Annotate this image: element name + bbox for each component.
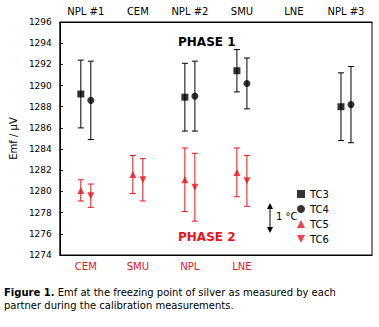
svg-text:PHASE 1: PHASE 1 [178,35,236,49]
svg-text:1284: 1284 [29,144,52,154]
svg-text:CEM: CEM [75,261,97,272]
html-text:Figure 1. Emf at the freezing: Figure 1. Emf at the freezing point of s… [4,287,336,311]
svg-text:SMU: SMU [231,6,253,17]
svg-text:NPL #2: NPL #2 [171,6,208,17]
svg-text:NPL #1: NPL #1 [67,6,104,17]
svg-text:1 °C: 1 °C [276,211,298,222]
svg-text:CEM: CEM [127,6,149,17]
svg-text:TC5: TC5 [309,219,329,230]
svg-text:1286: 1286 [29,123,52,133]
svg-text:LNE: LNE [284,6,303,17]
svg-text:1282: 1282 [29,165,52,175]
svg-text:TC6: TC6 [309,234,329,245]
svg-text:1290: 1290 [29,81,52,91]
svg-text:1280: 1280 [29,186,52,196]
svg-text:SMU: SMU [127,261,149,272]
svg-text:1274: 1274 [29,250,52,260]
svg-text:Emf / µV: Emf / µV [8,117,19,160]
svg-text:1276: 1276 [29,229,52,239]
svg-text:1288: 1288 [29,102,52,112]
svg-text:NPL #3: NPL #3 [327,6,364,17]
svg-text:1296: 1296 [29,17,52,27]
svg-text:NPL: NPL [180,261,200,272]
svg-text:LNE: LNE [232,261,251,272]
svg-text:1292: 1292 [29,59,52,69]
svg-text:TC3: TC3 [309,189,329,200]
svg-text:PHASE 2: PHASE 2 [178,230,236,244]
svg-text:1278: 1278 [29,208,52,218]
svg-text:1294: 1294 [29,38,52,48]
svg-text:TC4: TC4 [309,204,329,215]
